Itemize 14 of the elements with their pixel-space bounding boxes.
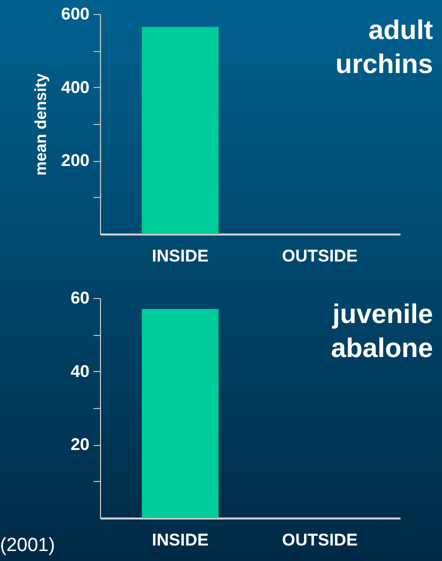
- y-tick-label: 60: [70, 288, 90, 308]
- y-tick-label: 20: [70, 435, 90, 454]
- y-tick-label: 600: [61, 4, 90, 24]
- x-tick-label: INSIDE: [152, 246, 209, 266]
- y-axis-title: mean density: [33, 73, 50, 176]
- y-tick-label: 400: [61, 78, 90, 97]
- y-tick-label: 200: [61, 151, 90, 170]
- annotation: juvenile abalone: [330, 299, 433, 363]
- text: (2001): [0, 535, 55, 556]
- y-tick-label: 40: [70, 362, 90, 381]
- annotation: adult urchins: [335, 15, 434, 79]
- x-tick-label: INSIDE: [152, 530, 209, 550]
- x-tick-label: OUTSIDE: [282, 246, 358, 266]
- x-tick-label: OUTSIDE: [282, 530, 358, 550]
